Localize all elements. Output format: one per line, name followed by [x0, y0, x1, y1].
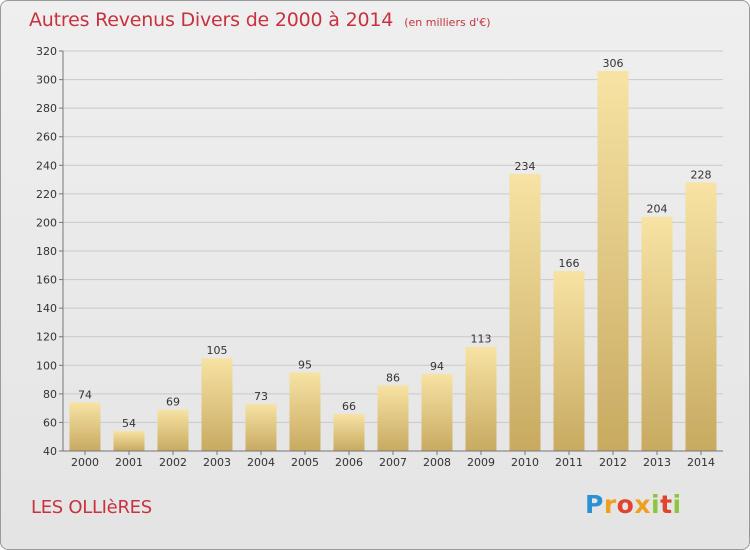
- data-label: 74: [78, 388, 92, 401]
- x-tick-label: 2010: [511, 456, 539, 469]
- logo-letter: i: [672, 490, 682, 519]
- y-tick-label: 200: [36, 216, 57, 229]
- x-tick-label: 2002: [159, 456, 187, 469]
- y-tick-label: 60: [43, 416, 57, 429]
- data-label: 228: [691, 168, 712, 181]
- logo-letter: t: [660, 490, 673, 519]
- y-tick-label: 220: [36, 188, 57, 201]
- x-tick-label: 2009: [467, 456, 495, 469]
- data-label: 204: [647, 203, 668, 216]
- x-tick-label: 2000: [71, 456, 99, 469]
- data-label: 95: [298, 358, 312, 371]
- bar: [421, 373, 453, 451]
- y-tick-label: 300: [36, 74, 57, 87]
- x-tick-label: 2003: [203, 456, 231, 469]
- x-tick-label: 2005: [291, 456, 319, 469]
- y-tick-label: 80: [43, 388, 57, 401]
- x-tick-label: 2004: [247, 456, 275, 469]
- data-label: 105: [207, 344, 228, 357]
- x-tick-label: 2007: [379, 456, 407, 469]
- bar: [685, 182, 717, 451]
- bar: [465, 346, 497, 451]
- y-tick-label: 140: [36, 302, 57, 315]
- y-tick-label: 120: [36, 331, 57, 344]
- commune-name: LES OLLIèRES: [31, 497, 152, 518]
- logo-letter: i: [651, 490, 661, 519]
- proxiti-logo[interactable]: Proxiti: [585, 490, 682, 519]
- x-tick-label: 2006: [335, 456, 363, 469]
- y-tick-label: 240: [36, 159, 57, 172]
- chart-unit-text: (en milliers d'€): [404, 16, 491, 29]
- y-tick-label: 280: [36, 102, 57, 115]
- x-tick-label: 2011: [555, 456, 583, 469]
- data-label: 306: [603, 57, 624, 70]
- bar: [201, 358, 233, 451]
- bar: [333, 413, 365, 451]
- data-label: 54: [122, 417, 136, 430]
- x-tick-label: 2013: [643, 456, 671, 469]
- bar: [289, 372, 321, 451]
- logo-letter: r: [603, 490, 617, 519]
- data-label: 94: [430, 360, 444, 373]
- chart-title: Autres Revenus Divers de 2000 à 2014 (en…: [29, 9, 491, 31]
- data-label: 166: [559, 257, 580, 270]
- y-tick-label: 100: [36, 359, 57, 372]
- data-label: 234: [515, 160, 536, 173]
- bar: [597, 71, 629, 451]
- y-tick-label: 180: [36, 245, 57, 258]
- y-tick-label: 160: [36, 274, 57, 287]
- logo-letter: P: [585, 490, 604, 519]
- bar: [113, 431, 145, 451]
- y-tick-label: 40: [43, 445, 57, 458]
- x-tick-label: 2014: [687, 456, 715, 469]
- data-label: 113: [471, 333, 492, 346]
- x-tick-label: 2001: [115, 456, 143, 469]
- data-label: 69: [166, 396, 180, 409]
- y-tick-label: 260: [36, 131, 57, 144]
- data-label: 86: [386, 371, 400, 384]
- bar: [245, 403, 277, 451]
- bar: [553, 271, 585, 451]
- x-tick-label: 2012: [599, 456, 627, 469]
- x-tick-label: 2008: [423, 456, 451, 469]
- data-label: 73: [254, 390, 268, 403]
- y-tick-label: 320: [36, 45, 57, 58]
- bar: [509, 173, 541, 451]
- bar: [641, 216, 673, 451]
- bar: [69, 402, 101, 451]
- data-label: 66: [342, 400, 356, 413]
- bar: [377, 385, 409, 451]
- logo-letter: o: [616, 490, 635, 519]
- bar: [157, 409, 189, 451]
- chart-title-text: Autres Revenus Divers de 2000 à 2014: [29, 9, 394, 31]
- logo-letter: x: [634, 490, 651, 519]
